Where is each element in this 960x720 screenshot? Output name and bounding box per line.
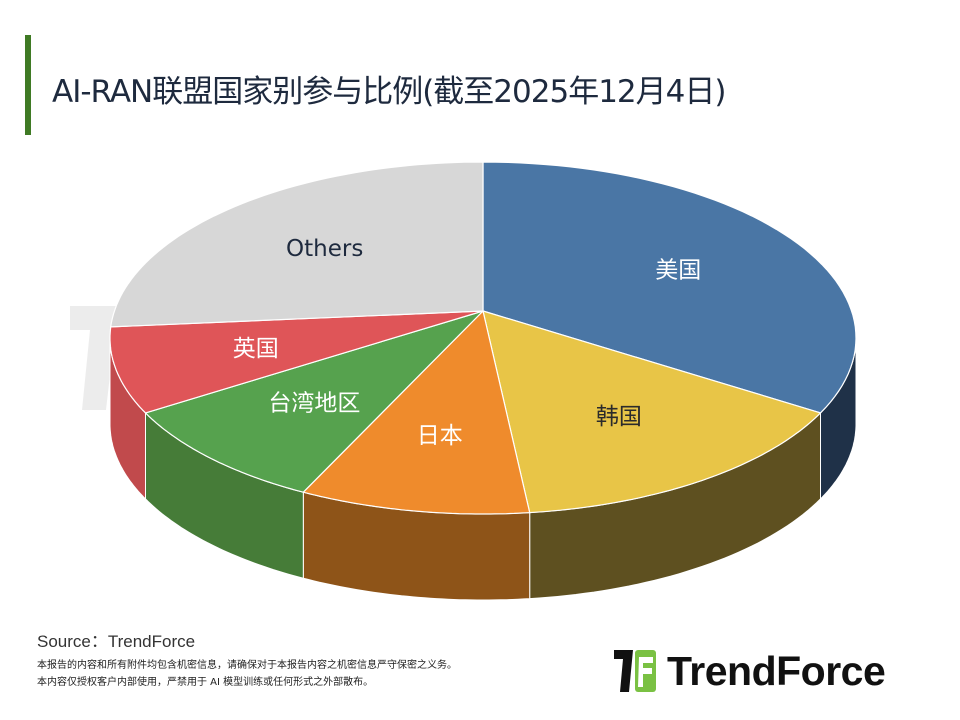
pie-slice-3[interactable] — [144, 310, 484, 493]
pie-slice-5[interactable] — [109, 161, 484, 328]
pie-label-2: 日本 — [417, 423, 463, 449]
title-accent-bar — [25, 35, 31, 135]
chart-title: AI-RAN联盟国家别参与比例(截至2025年12月4日) — [52, 74, 726, 110]
pie-label-3: 台湾地区 — [268, 390, 360, 416]
pie-label-5: Others — [286, 236, 363, 262]
logo-text: TrendForce — [667, 647, 886, 694]
pie-label-1: 韩国 — [596, 404, 642, 430]
pie-slice-0[interactable] — [482, 161, 857, 414]
source-text: Source：TrendForce — [37, 632, 196, 651]
trendforce-logo: TrendForce — [613, 647, 886, 694]
pie-top-faces — [109, 161, 857, 515]
pie-label-0: 美国 — [655, 257, 701, 283]
trendforce-logo-icon — [614, 650, 656, 692]
pie-slice-1[interactable] — [482, 310, 822, 514]
pie-slice-4[interactable] — [109, 310, 484, 414]
pie-slice-2[interactable] — [302, 309, 531, 515]
pie-side-faces — [109, 338, 857, 601]
disclaimer-line-1: 本报告的内容和所有附件均包含机密信息，请确保对于本报告内容之机密信息严守保密之义… — [37, 660, 457, 671]
pie-label-4: 英国 — [233, 336, 279, 362]
disclaimer-line-2: 本内容仅授权客户内部使用，严禁用于 AI 模型训练或任何形式之外部散布。 — [37, 677, 374, 688]
